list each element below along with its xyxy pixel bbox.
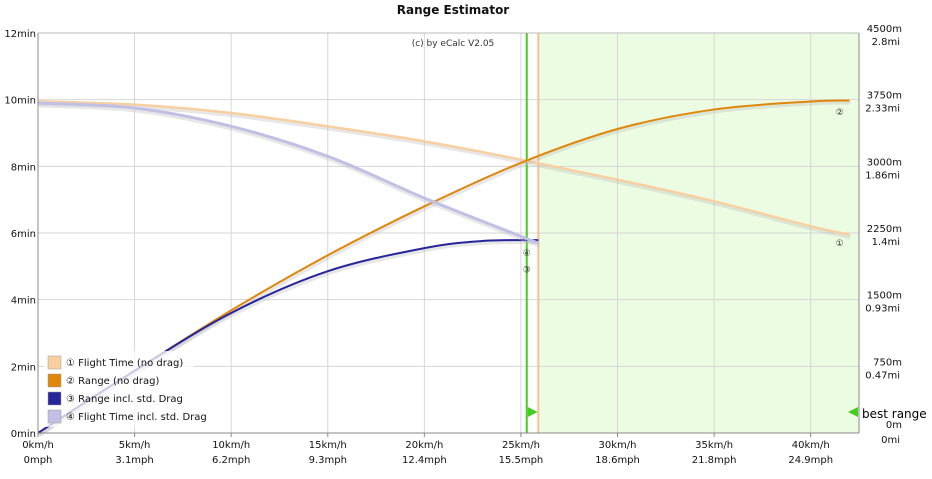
x-tick-label-mph: 21.8mph [692,455,737,466]
x-tick-label-mph: 9.3mph [309,455,347,466]
y-right-tick-label-m: 750m [873,357,902,368]
best-range-arrow-right [527,407,538,417]
x-tick-label-mph: 24.9mph [788,455,833,466]
x-tick-label-kmh: 10km/h [212,440,250,451]
series-shadow [37,100,851,437]
y-left-tick-label: 4min [11,296,36,307]
series-shadow [38,101,851,239]
copyright-note: (c) by eCalc V2.05 [412,39,495,49]
x-tick-label-mph: 12.4mph [402,455,447,466]
x-tick-label-kmh: 20km/h [405,440,443,451]
legend-label: ② Range (no drag) [66,376,159,387]
x-tick-label-mph: 3.1mph [115,455,153,466]
y-right-tick-label-mi: 0.47mi [865,370,900,381]
x-tick-label-kmh: 35km/h [695,440,733,451]
best-range-label: best range [862,407,927,421]
y-right-tick-label-m: 0m [886,420,902,431]
legend-background [44,351,194,427]
legend-swatch [47,391,62,406]
chart-title: Range Estimator [397,3,510,17]
y-left-tick-label: 6min [11,229,36,240]
x-tick-label-kmh: 5km/h [119,440,151,451]
series-point-marker: ④ [523,249,531,259]
x-tick-label-kmh: 15km/h [309,440,347,451]
x-tick-label-kmh: 40km/h [792,440,830,451]
series-point-marker: ① [836,239,844,249]
y-left-tick-label: 8min [11,162,36,173]
y-right-tick-label-mi: 1.86mi [865,170,900,181]
x-tick-label-kmh: 0km/h [22,440,54,451]
series-shadow [38,102,541,248]
x-tick-label-mph: 6.2mph [212,455,250,466]
y-left-tick-label: 10min [4,96,36,107]
legend-label: ① Flight Time (no drag) [66,358,183,369]
y-left-tick-label: 12min [4,29,36,40]
series-line-4 [37,101,539,245]
y-left-tick-label: 0min [11,429,36,440]
x-tick-label-kmh: 30km/h [599,440,637,451]
legend-swatch [47,373,62,388]
y-right-tick-label-mi: 1.4mi [872,237,900,248]
y-right-tick-label-m: 2250m [867,224,902,235]
x-tick-label-mph: 0mph [24,455,53,466]
x-tick-label-mph: 15.5mph [499,455,544,466]
legend-swatch [47,409,62,424]
y-right-tick-label-mi: 0mi [881,435,900,446]
y-left-tick-label: 2min [11,362,36,373]
y-right-tick-label-m: 1500m [867,291,902,302]
y-right-tick-label-mi: 2.33mi [865,104,900,115]
legend-swatch [47,355,62,370]
series-line-1 [37,100,850,236]
y-right-tick-label-m: 3750m [867,91,902,102]
legend-label: ④ Flight Time incl. std. Drag [66,412,207,423]
y-right-tick-label-mi: 0.93mi [865,304,900,315]
legend-label: ③ Range incl. std. Drag [66,394,183,405]
y-right-tick-label-mi: 2.8mi [872,37,900,48]
series-point-marker: ② [836,108,844,118]
y-right-tick-label-m: 3000m [867,157,902,168]
best-range-arrow-left [848,407,858,417]
x-tick-label-mph: 18.6mph [595,455,640,466]
x-tick-label-kmh: 25km/h [502,440,540,451]
series-point-marker: ③ [523,265,531,275]
y-right-tick-label-m: 4500m [867,24,902,35]
